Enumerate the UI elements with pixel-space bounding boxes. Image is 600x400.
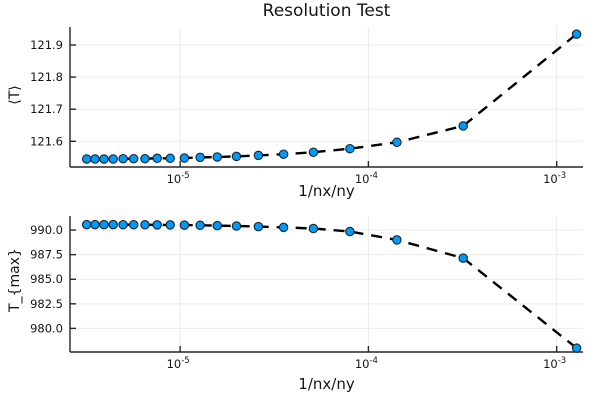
x-tick-label: 10-5 <box>167 171 190 186</box>
data-point-marker <box>308 147 319 157</box>
data-point-marker <box>152 153 162 164</box>
chart-title: Resolution Test <box>262 1 391 21</box>
y-tick-label: 121.8 <box>30 70 63 84</box>
y-tick-label: 982.5 <box>30 297 63 311</box>
data-point-marker <box>108 219 118 230</box>
data-point-marker <box>99 219 109 230</box>
data-point-marker <box>118 153 128 164</box>
data-point-marker <box>195 220 205 231</box>
y-tick-label: 985.0 <box>30 272 63 286</box>
data-point-marker <box>253 150 264 161</box>
bottom-y-axis-label: T_{max} <box>7 248 23 312</box>
x-tick-label: 10-5 <box>167 356 190 371</box>
data-point-marker <box>118 219 128 230</box>
data-point-marker <box>571 29 582 39</box>
data-point-marker <box>308 223 319 234</box>
data-point-marker <box>345 226 355 237</box>
data-point-marker <box>90 219 100 230</box>
data-point-marker <box>128 153 139 164</box>
data-point-marker <box>231 151 242 162</box>
data-point-marker <box>392 235 402 245</box>
data-point-marker <box>195 152 205 163</box>
data-point-marker <box>108 154 118 164</box>
bottom-x-axis-label: 1/nx/ny <box>298 375 355 393</box>
top-y-axis-label: ⟨T⟩ <box>7 85 23 105</box>
data-point-marker <box>165 220 175 230</box>
y-tick-label: 121.7 <box>30 102 63 116</box>
data-point-marker <box>165 153 175 164</box>
y-tick-label: 987.5 <box>30 248 63 262</box>
data-point-marker <box>278 149 289 159</box>
data-point-marker <box>179 153 190 163</box>
data-point-marker <box>140 153 150 164</box>
data-point-marker <box>81 219 92 230</box>
data-point-marker <box>212 152 223 162</box>
data-point-marker <box>571 343 582 353</box>
y-tick-label: 990.0 <box>30 223 63 237</box>
series-line <box>86 223 578 350</box>
data-point-marker <box>99 154 109 164</box>
top-x-axis-label: 1/nx/ny <box>298 182 355 200</box>
data-point-marker <box>140 220 150 230</box>
data-point-marker <box>90 154 100 164</box>
data-point-marker <box>458 253 468 263</box>
data-point-marker <box>179 220 190 230</box>
data-point-marker <box>212 220 223 231</box>
data-point-marker <box>231 221 242 231</box>
data-point-marker <box>128 219 139 230</box>
x-tick-label: 10-4 <box>355 356 378 371</box>
y-tick-label: 980.0 <box>30 321 63 335</box>
data-point-marker <box>81 154 92 164</box>
x-tick-label: 10-4 <box>355 171 378 186</box>
data-point-marker <box>253 221 264 232</box>
series-line <box>86 33 578 161</box>
data-point-marker <box>392 137 402 148</box>
data-point-marker <box>278 222 289 233</box>
x-tick-label: 10-3 <box>543 171 566 186</box>
y-tick-label: 121.9 <box>30 38 63 52</box>
data-point-marker <box>152 220 162 230</box>
x-tick-label: 10-3 <box>543 356 566 371</box>
data-point-marker <box>458 121 468 131</box>
data-point-marker <box>345 143 355 154</box>
y-tick-label: 121.6 <box>30 134 63 148</box>
